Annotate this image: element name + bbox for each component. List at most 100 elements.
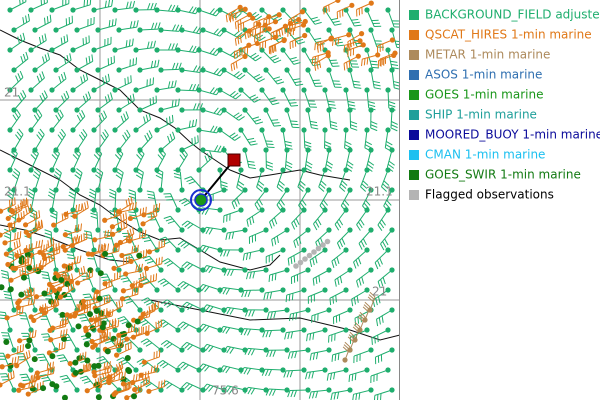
barb-tick [264, 369, 269, 376]
wind-barb [32, 90, 48, 113]
barb-tick [140, 278, 148, 283]
barb-tick [46, 305, 49, 313]
barb-tick [148, 309, 151, 317]
wind-barb [323, 0, 341, 15]
barb-tick [314, 63, 317, 71]
station-dot [53, 67, 59, 73]
station-dot [300, 22, 307, 28]
barb-tick [312, 278, 315, 286]
barb-tick [104, 96, 108, 104]
station-dot [84, 357, 91, 364]
station-dot [368, 107, 374, 113]
barb-tick [375, 298, 378, 306]
station-dot [360, 42, 366, 48]
station-dot [0, 208, 4, 214]
wind-barb [90, 209, 101, 233]
barb-tick [285, 167, 292, 172]
barb-tick [118, 372, 121, 380]
barb-tick [89, 188, 97, 193]
barb-tick [299, 202, 305, 209]
wind-barb [109, 212, 128, 230]
barb-tick [177, 281, 184, 287]
wind-barb [38, 298, 59, 313]
wind-barb [28, 33, 47, 53]
barb-tick [278, 201, 284, 209]
barb-tick [97, 244, 100, 252]
barb-tick [216, 29, 222, 36]
legend-swatch [409, 150, 419, 160]
station-dot [364, 127, 370, 133]
wind-barb [7, 148, 18, 173]
barb-tick [178, 62, 182, 70]
barb-tick [38, 221, 41, 229]
barb-tick [356, 224, 361, 231]
barb-tick [157, 59, 160, 67]
barb-tick [150, 366, 153, 374]
barb-tick [382, 183, 389, 189]
barb-tick [192, 26, 198, 33]
barb-tick [150, 2, 154, 10]
barb-tick [148, 112, 152, 120]
barb-tick [38, 36, 42, 44]
barb-tick [25, 15, 28, 23]
barb-tick [198, 363, 204, 370]
station-dot [175, 7, 181, 13]
wind-barb [244, 386, 269, 395]
barb-tick [52, 151, 59, 157]
barb-tick [32, 374, 35, 383]
barb-tick [156, 168, 164, 173]
barb-tick [148, 130, 153, 137]
barb-tick [354, 86, 362, 89]
wind-barb [229, 6, 248, 23]
barb-tick [155, 203, 158, 212]
barb-tick [39, 95, 44, 102]
barb-tick [156, 171, 163, 176]
barb-tick [35, 211, 38, 219]
station-dot [217, 207, 223, 213]
station-dot [70, 87, 76, 93]
barb-tick [3, 235, 11, 239]
barb-tick [36, 75, 41, 83]
barb-tick [30, 154, 37, 160]
barb-tick [367, 163, 374, 169]
barb-tick [202, 227, 207, 234]
station-dot [11, 107, 17, 113]
station-dot [16, 217, 22, 223]
barb-tick [286, 370, 290, 378]
wind-barb [242, 107, 264, 125]
barb-tick [246, 219, 249, 227]
wind-barb [287, 347, 311, 359]
station-dot [263, 227, 269, 233]
barb-tick [65, 328, 68, 336]
station-dot [7, 47, 13, 53]
station-dot [347, 187, 353, 193]
station-dot [259, 287, 265, 293]
barb-tick [229, 347, 235, 354]
station-dot [154, 47, 160, 53]
barb-tick [387, 163, 395, 169]
barb-tick [253, 73, 261, 79]
barb-tick [277, 183, 284, 189]
wind-barb [246, 207, 265, 227]
barb-tick [181, 382, 188, 388]
wind-barb [106, 371, 126, 386]
barb-tick [250, 348, 255, 356]
barb-tick [205, 266, 211, 273]
station-dot [42, 255, 48, 261]
barb-tick [249, 52, 257, 58]
wind-barb [11, 51, 29, 73]
barb-tick [376, 260, 381, 267]
wind-barb [374, 247, 391, 270]
barb-tick [163, 341, 170, 347]
barb-tick [314, 256, 318, 264]
barb-tick [347, 160, 354, 166]
barb-tick [231, 134, 239, 139]
barb-tick [355, 393, 358, 400]
flagged-dot [297, 259, 304, 266]
barb-tick [222, 287, 227, 295]
barb-tick [281, 28, 284, 36]
wind-barb [336, 2, 355, 19]
barb-tick [120, 214, 122, 222]
barb-tick [199, 103, 203, 111]
barb-tick [290, 18, 293, 26]
